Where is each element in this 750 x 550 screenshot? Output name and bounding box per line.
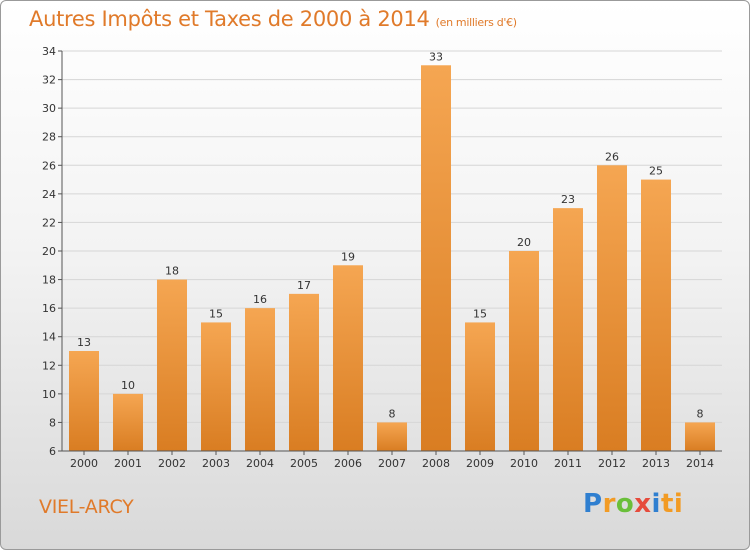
y-tick-label: 24 — [42, 188, 56, 201]
y-tick-label: 12 — [42, 359, 56, 372]
bar[interactable] — [333, 265, 363, 451]
bar[interactable] — [465, 322, 495, 451]
bar[interactable] — [289, 293, 319, 451]
bar[interactable] — [553, 208, 583, 451]
x-tick-label: 2004 — [246, 457, 274, 470]
bar[interactable] — [597, 165, 627, 452]
y-tick-label: 28 — [42, 131, 56, 144]
y-tick-label: 14 — [42, 331, 56, 344]
x-axis: 2000 2001 2002 2003 2004 2005 2006 2007 2008 2009… — [62, 450, 722, 470]
y-tick-label: 8 — [49, 416, 56, 429]
x-tick-label: 2002 — [158, 457, 186, 470]
bars: 13 10 18 15 16 17 19 8 33 15 20 23 26 25 8 — [69, 50, 715, 452]
x-tick-label: 2011 — [554, 457, 582, 470]
logo-letter: i — [651, 489, 661, 519]
data-label: 15 — [209, 307, 223, 320]
data-label: 8 — [389, 407, 396, 420]
y-tick-label: 18 — [42, 274, 56, 287]
y-tick-label: 20 — [42, 245, 56, 258]
y-tick-label: 26 — [42, 159, 56, 172]
x-tick-label: 2009 — [466, 457, 494, 470]
title-text: Autres Impôts et Taxes de 2000 à 2014 — [29, 7, 430, 31]
logo-letter: x — [634, 489, 652, 519]
data-label: 18 — [165, 265, 179, 278]
x-tick-label: 2007 — [378, 457, 406, 470]
title-unit: (en milliers d'€) — [435, 16, 517, 29]
x-tick-label: 2014 — [686, 457, 714, 470]
y-tick-label: 32 — [42, 74, 56, 87]
x-tick-label: 2000 — [70, 457, 98, 470]
x-tick-label: 2006 — [334, 457, 362, 470]
bar[interactable] — [421, 65, 451, 452]
data-label: 25 — [649, 165, 663, 178]
y-tick-label: 10 — [42, 388, 56, 401]
data-label: 23 — [561, 193, 575, 206]
bar[interactable] — [157, 279, 187, 451]
logo-letter: r — [602, 489, 616, 519]
bar[interactable] — [69, 351, 99, 451]
y-axis: 6 8 10 12 14 16 18 20 22 24 26 28 30 32 34 — [42, 45, 63, 458]
x-tick-label: 2001 — [114, 457, 142, 470]
data-label: 10 — [121, 379, 135, 392]
data-label: 16 — [253, 293, 267, 306]
x-tick-label: 2003 — [202, 457, 230, 470]
chart-title: Autres Impôts et Taxes de 2000 à 2014 (en… — [29, 7, 517, 31]
bar[interactable] — [377, 422, 407, 451]
logo-letter: ti — [660, 489, 684, 519]
y-tick-label: 22 — [42, 216, 56, 229]
town-name: VIEL-ARCY — [39, 496, 134, 518]
logo-letter: P — [583, 489, 603, 519]
data-label: 19 — [341, 250, 355, 263]
y-tick-label: 16 — [42, 302, 56, 315]
logo-letter: o — [615, 489, 635, 519]
data-label: 8 — [697, 407, 704, 420]
bar[interactable] — [113, 393, 143, 451]
y-tick-label: 6 — [49, 445, 56, 458]
x-tick-label: 2005 — [290, 457, 318, 470]
bar[interactable] — [509, 251, 539, 451]
data-label: 33 — [429, 50, 443, 63]
data-label: 26 — [605, 150, 619, 163]
bar[interactable] — [201, 322, 231, 451]
x-tick-label: 2010 — [510, 457, 538, 470]
proxiti-logo[interactable]: Proxiti — [583, 489, 683, 519]
x-tick-label: 2012 — [598, 457, 626, 470]
x-tick-label: 2013 — [642, 457, 670, 470]
x-tick-label: 2008 — [422, 457, 450, 470]
y-tick-label: 34 — [42, 45, 56, 58]
data-label: 13 — [77, 336, 91, 349]
y-tick-label: 30 — [42, 102, 56, 115]
data-label: 20 — [517, 236, 531, 249]
bar[interactable] — [685, 422, 715, 451]
data-label: 15 — [473, 307, 487, 320]
bar[interactable] — [245, 308, 275, 451]
bar[interactable] — [641, 179, 671, 452]
data-label: 17 — [297, 279, 311, 292]
